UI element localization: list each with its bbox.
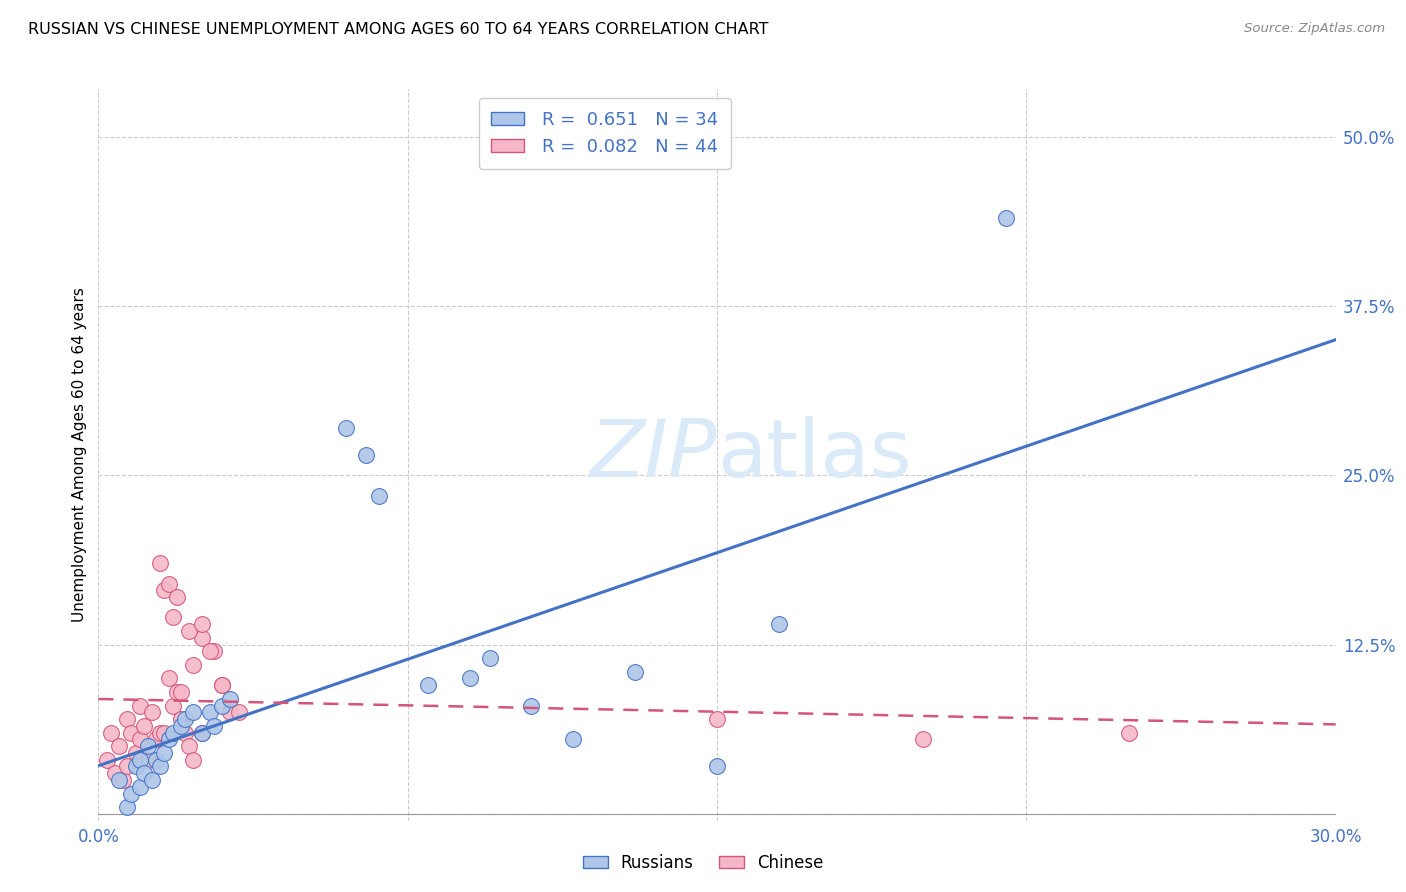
Point: [166, 685, 188, 699]
Point: [108, 739, 131, 753]
Point: [166, 590, 188, 604]
Point: [181, 706, 204, 720]
Point: [162, 725, 184, 739]
Point: [190, 631, 212, 645]
Point: [211, 678, 233, 692]
Point: [170, 685, 193, 699]
Point: [219, 691, 242, 706]
Point: [128, 753, 150, 767]
Point: [132, 766, 155, 780]
Point: [1118, 725, 1140, 739]
Point: [768, 617, 790, 632]
Point: [994, 211, 1017, 225]
Point: [145, 732, 167, 747]
Point: [356, 448, 378, 462]
Point: [128, 698, 150, 713]
Text: ZIP: ZIP: [589, 416, 717, 494]
Point: [170, 712, 193, 726]
Point: [190, 725, 212, 739]
Point: [202, 719, 225, 733]
Point: [132, 719, 155, 733]
Point: [136, 739, 159, 753]
Point: [520, 698, 543, 713]
Point: [145, 753, 167, 767]
Point: [100, 725, 122, 739]
Point: [228, 706, 250, 720]
Point: [149, 725, 172, 739]
Point: [141, 706, 163, 720]
Point: [153, 746, 176, 760]
Point: [120, 787, 142, 801]
Point: [157, 732, 180, 747]
Point: [458, 672, 481, 686]
Point: [112, 772, 135, 787]
Y-axis label: Unemployment Among Ages 60 to 64 years: Unemployment Among Ages 60 to 64 years: [72, 287, 87, 623]
Point: [219, 706, 242, 720]
Point: [153, 583, 176, 598]
Point: [174, 712, 197, 726]
Legend: Russians, Chinese: Russians, Chinese: [576, 847, 830, 879]
Point: [623, 665, 645, 679]
Point: [211, 678, 233, 692]
Point: [179, 739, 201, 753]
Point: [117, 800, 139, 814]
Point: [174, 725, 197, 739]
Point: [198, 706, 221, 720]
Point: [706, 712, 728, 726]
Point: [198, 644, 221, 658]
Point: [141, 772, 163, 787]
Point: [706, 759, 728, 773]
Point: [202, 644, 225, 658]
Text: RUSSIAN VS CHINESE UNEMPLOYMENT AMONG AGES 60 TO 64 YEARS CORRELATION CHART: RUSSIAN VS CHINESE UNEMPLOYMENT AMONG AG…: [28, 22, 769, 37]
Point: [149, 759, 172, 773]
Point: [153, 725, 176, 739]
Point: [117, 712, 139, 726]
Point: [108, 772, 131, 787]
Point: [190, 617, 212, 632]
Point: [136, 753, 159, 767]
Point: [335, 421, 357, 435]
Point: [124, 746, 146, 760]
Point: [120, 725, 142, 739]
Point: [128, 780, 150, 794]
Point: [96, 753, 118, 767]
Point: [479, 651, 502, 665]
Point: [181, 657, 204, 672]
Text: atlas: atlas: [717, 416, 911, 494]
Point: [179, 624, 201, 638]
Point: [149, 556, 172, 570]
Point: [418, 678, 440, 692]
Point: [162, 698, 184, 713]
Point: [124, 759, 146, 773]
Point: [561, 732, 583, 747]
Point: [367, 489, 389, 503]
Point: [181, 753, 204, 767]
Point: [104, 766, 127, 780]
Point: [162, 610, 184, 624]
Point: [128, 732, 150, 747]
Text: Source: ZipAtlas.com: Source: ZipAtlas.com: [1244, 22, 1385, 36]
Legend: R =  0.651   N = 34, R =  0.082   N = 44: R = 0.651 N = 34, R = 0.082 N = 44: [478, 98, 731, 169]
Point: [117, 759, 139, 773]
Point: [211, 698, 233, 713]
Point: [190, 725, 212, 739]
Point: [157, 672, 180, 686]
Point: [912, 732, 935, 747]
Point: [170, 719, 193, 733]
Point: [157, 576, 180, 591]
